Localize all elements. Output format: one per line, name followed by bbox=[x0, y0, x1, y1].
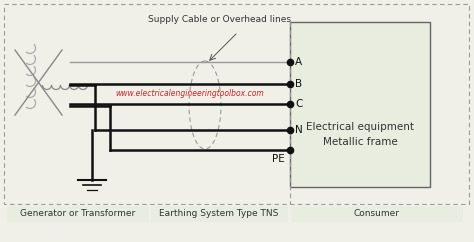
FancyBboxPatch shape bbox=[151, 206, 288, 222]
Bar bbox=[4, 4, 469, 204]
Text: Earthing System Type TNS: Earthing System Type TNS bbox=[159, 210, 279, 219]
Text: C: C bbox=[295, 99, 302, 109]
FancyBboxPatch shape bbox=[291, 206, 463, 222]
Text: www.electricalengineeringtoolbox.com: www.electricalengineeringtoolbox.com bbox=[116, 89, 264, 98]
FancyBboxPatch shape bbox=[7, 206, 149, 222]
Text: A: A bbox=[295, 57, 302, 67]
Text: B: B bbox=[295, 79, 302, 89]
Text: Supply Cable or Overhead lines: Supply Cable or Overhead lines bbox=[148, 15, 292, 24]
Bar bbox=[4, 205, 469, 238]
Text: Electrical equipment
Metallic frame: Electrical equipment Metallic frame bbox=[306, 122, 414, 147]
Text: PE: PE bbox=[272, 154, 285, 164]
Bar bbox=[290, 22, 430, 187]
Text: Generator or Transformer: Generator or Transformer bbox=[20, 210, 136, 219]
Text: Consumer: Consumer bbox=[354, 210, 400, 219]
Text: N: N bbox=[295, 125, 303, 135]
